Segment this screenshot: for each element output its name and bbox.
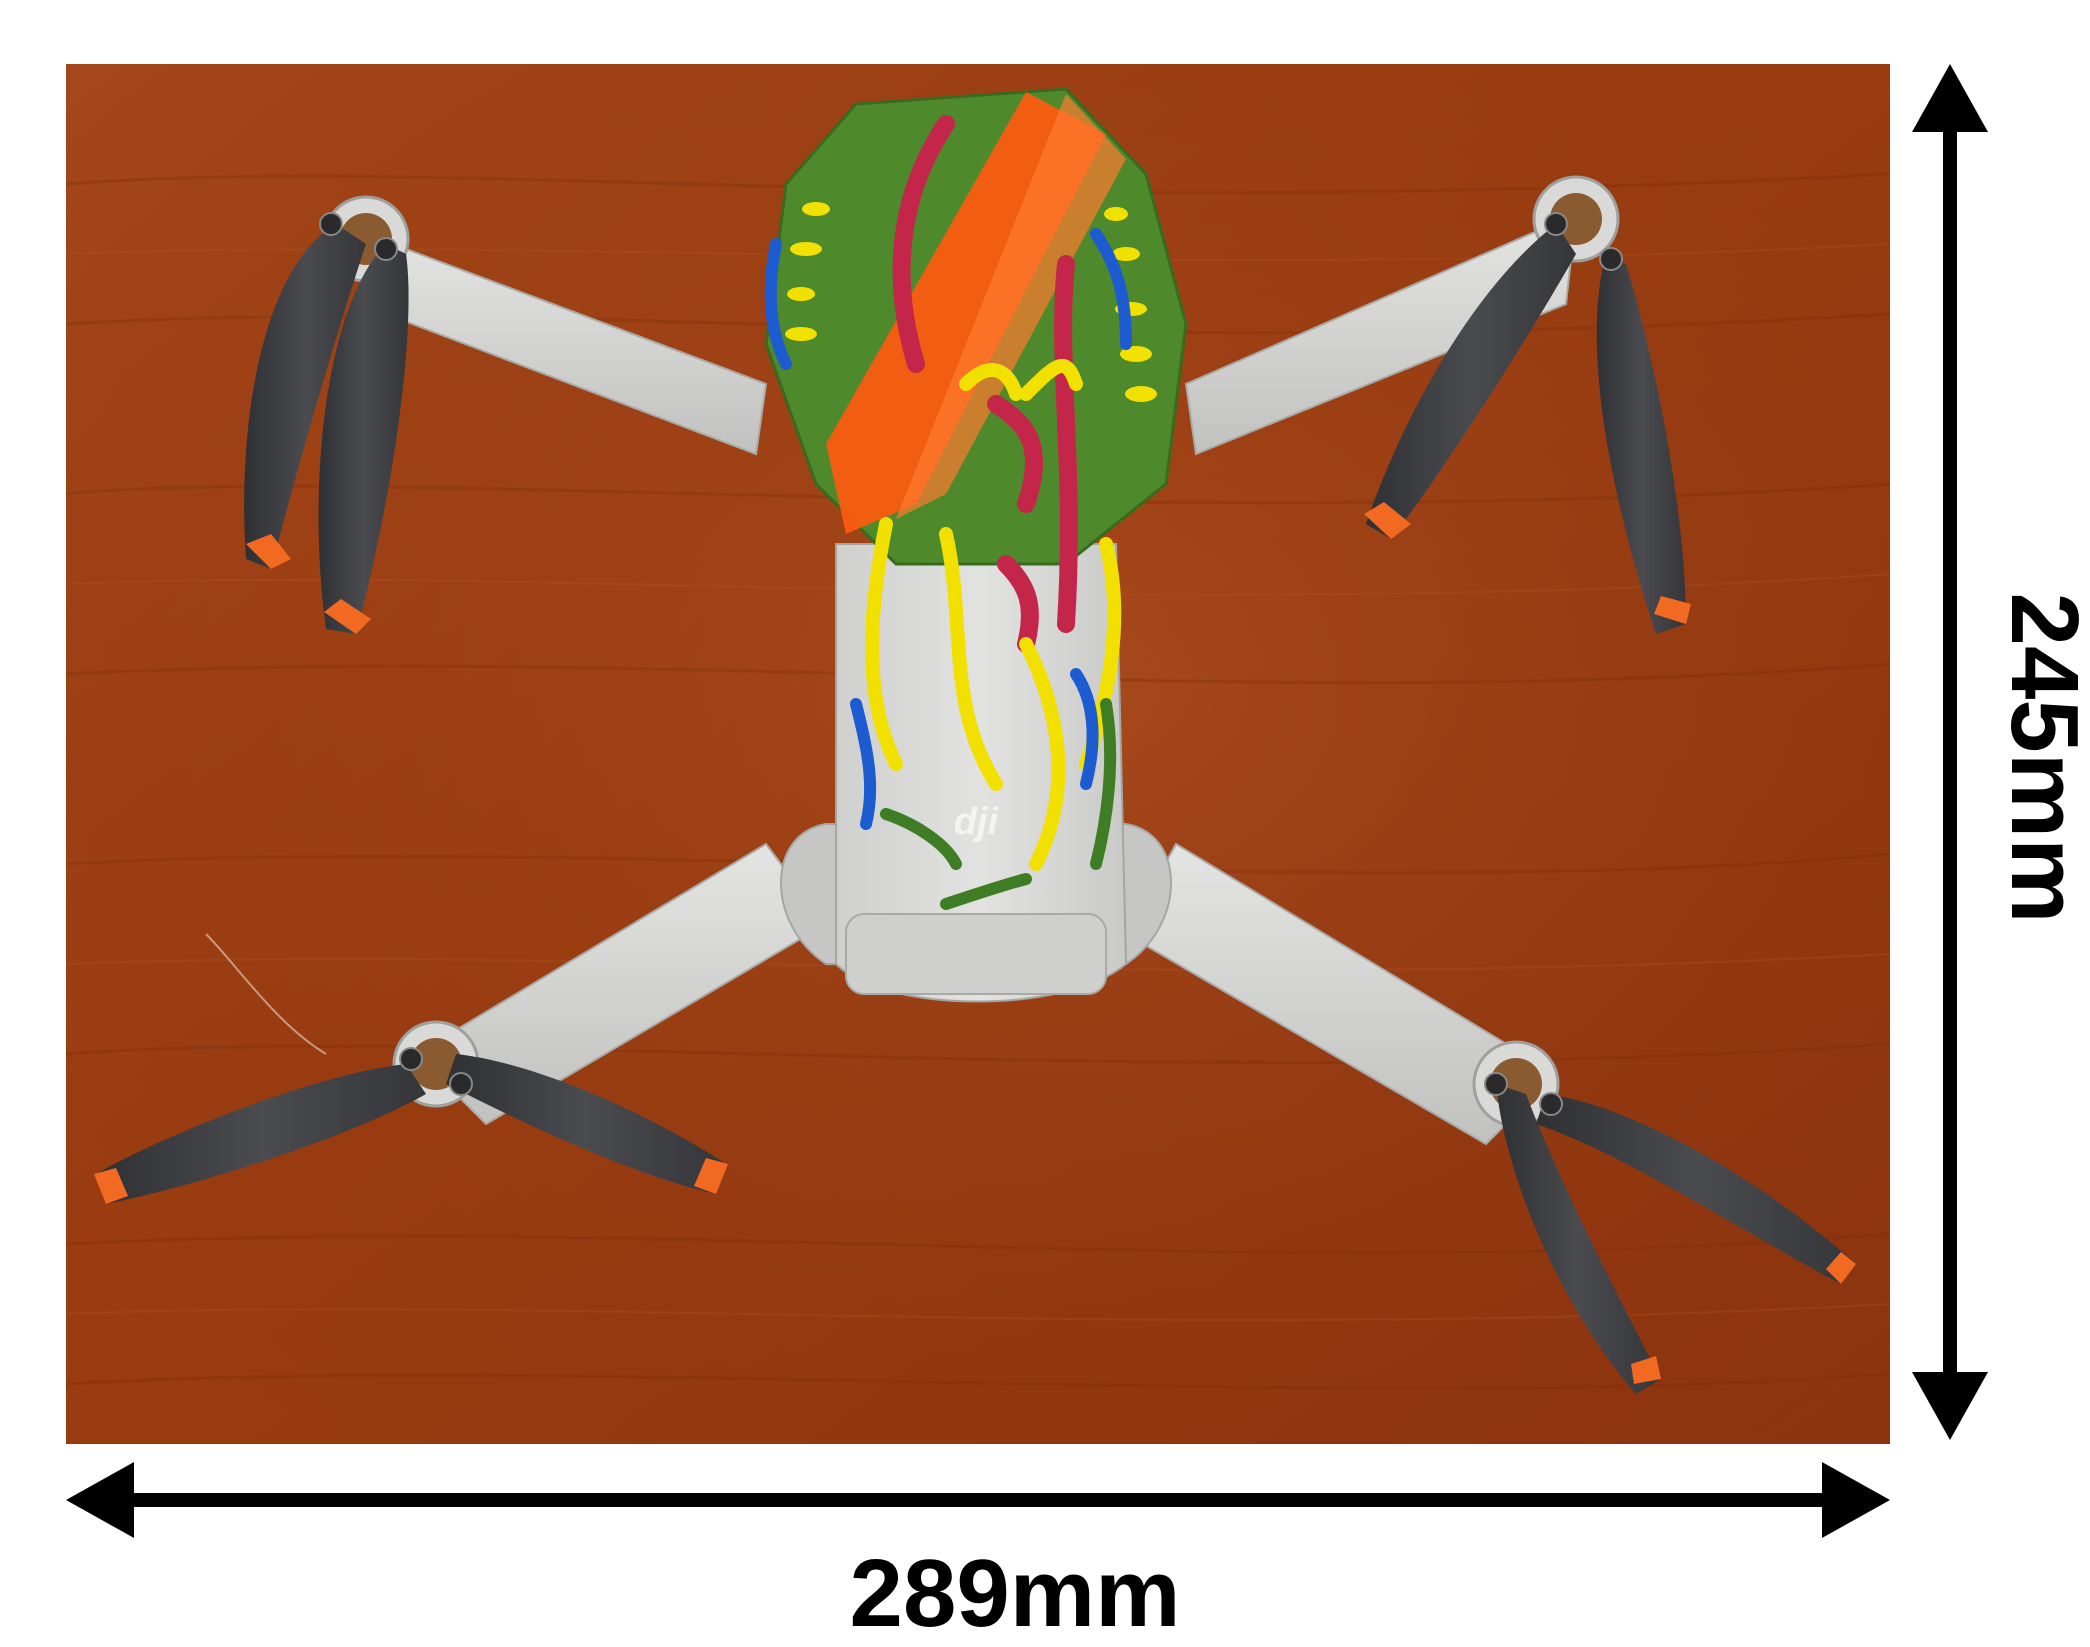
thread-strand [205, 933, 327, 1055]
drone-photo: dji [66, 64, 1890, 1444]
drone-arms [364, 212, 1578, 1146]
height-dimension-label: 245mm [1991, 592, 2090, 924]
dji-logo: dji [954, 801, 1000, 843]
height-dimension-arrow [1912, 64, 1988, 1440]
width-dimension-label: 289mm [849, 1540, 1181, 1647]
width-dimension-arrow [66, 1462, 1890, 1538]
propellers [94, 224, 1856, 1394]
prop-screws [319, 212, 1623, 1116]
drone-body: dji [764, 87, 1188, 1003]
motors [322, 175, 1620, 1128]
